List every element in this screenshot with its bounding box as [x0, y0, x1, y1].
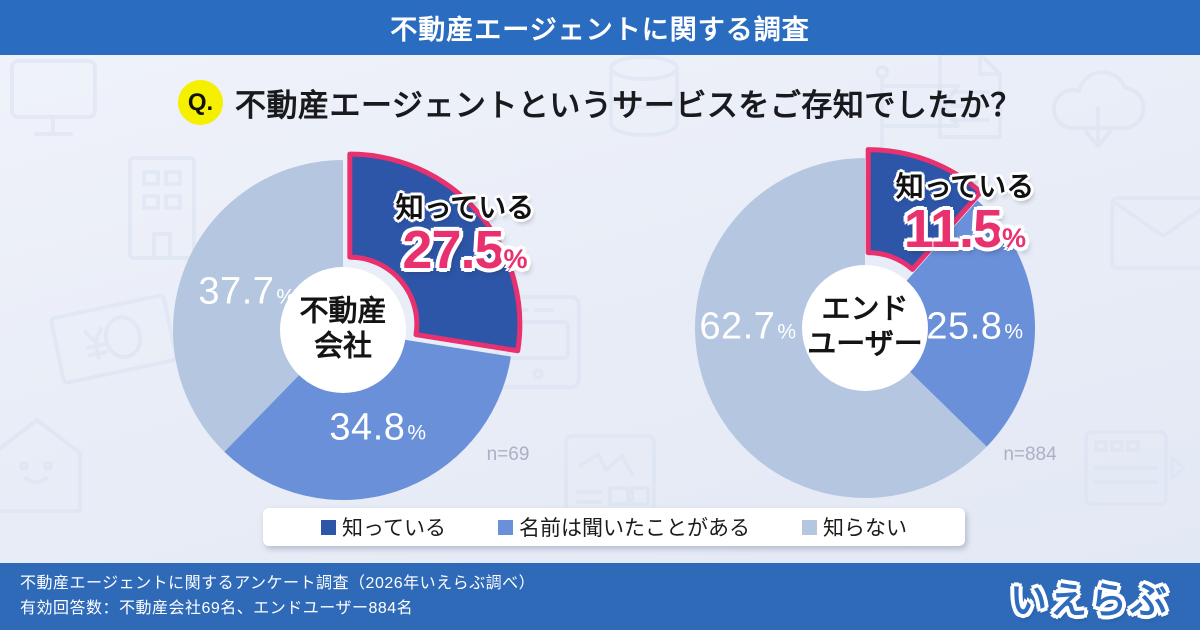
bg-monitor-icon — [6, 56, 101, 146]
bg-cloud-download-icon — [1040, 52, 1160, 167]
bg-envelope-icon — [1106, 190, 1200, 280]
highlight-callout-endusers: 知っている 11.5% — [895, 171, 1035, 259]
legend-item-unknown: 知らない — [801, 512, 907, 542]
slice-label-unknown-company: 37.7% — [198, 270, 296, 313]
legend-label: 知っている — [342, 517, 446, 540]
pie-center-label-endusers: エンド ユーザー — [807, 293, 923, 361]
bg-flag-icon — [868, 62, 973, 167]
bg-building-icon — [118, 150, 206, 270]
sample-size-endusers: n=884 — [1003, 444, 1057, 465]
slice-label-heard-company: 34.8% — [329, 406, 427, 449]
header-title: 不動産エージェントに関する調査 — [390, 15, 810, 45]
header-bar: 不動産エージェントに関する調査 — [0, 0, 1200, 55]
question-badge: Q. — [178, 80, 223, 125]
bg-yen-banknote-icon — [45, 288, 185, 397]
footer-bar: 不動産エージェントに関するアンケート調査（2026年いえらぶ調べ） 有効回答数：… — [0, 563, 1200, 630]
pie-center-label-company: 不動産 会社 — [299, 295, 387, 363]
footer-line2: 有効回答数：不動産会社69名、エンドユーザー884名 — [20, 599, 414, 617]
pie-chart-company-svg — [172, 151, 523, 501]
highlight-callout-company: 知っている 27.5% — [395, 192, 535, 280]
question-row: Q. 不動産エージェントというサービスをご存知でしたか？ — [178, 80, 1022, 125]
footer-source-note: 不動産エージェントに関するアンケート調査（2026年いえらぶ調べ） 有効回答数：… — [0, 572, 535, 622]
footer-line1: 不動産エージェントに関するアンケート調査（2026年いえらぶ調べ） — [20, 574, 536, 592]
legend: 知っている 名前は聞いたことがある 知らない — [263, 508, 965, 546]
sample-size-company: n=69 — [486, 444, 530, 465]
ielove-logo: いえらぶ — [1010, 579, 1170, 621]
legend-item-knows: 知っている — [321, 512, 446, 542]
bg-media-icon — [1080, 418, 1186, 523]
legend-label: 名前は聞いたことがある — [518, 517, 750, 540]
legend-swatch — [801, 519, 817, 535]
bg-database-icon — [598, 50, 690, 160]
legend-item-heard: 名前は聞いたことがある — [497, 512, 750, 542]
bg-house-mascot-icon — [0, 408, 92, 528]
question-text: 不動産エージェントというサービスをご存知でしたか？ — [235, 88, 1022, 123]
slice-label-heard-endusers: 25.8% — [926, 305, 1024, 348]
legend-swatch — [497, 519, 513, 535]
pie-chart-endusers-svg — [695, 147, 1036, 498]
pie-chart-endusers: エンド ユーザー 62.7% 25.8% 知っている 11.5% n=884 — [675, 138, 1057, 518]
legend-swatch — [321, 519, 337, 535]
pie-chart-company: 不動産 会社 37.7% 34.8% 知っている 27.5% n=69 — [153, 140, 535, 520]
slice-label-unknown-endusers: 62.7% — [699, 305, 797, 348]
legend-label: 知らない — [822, 517, 907, 540]
